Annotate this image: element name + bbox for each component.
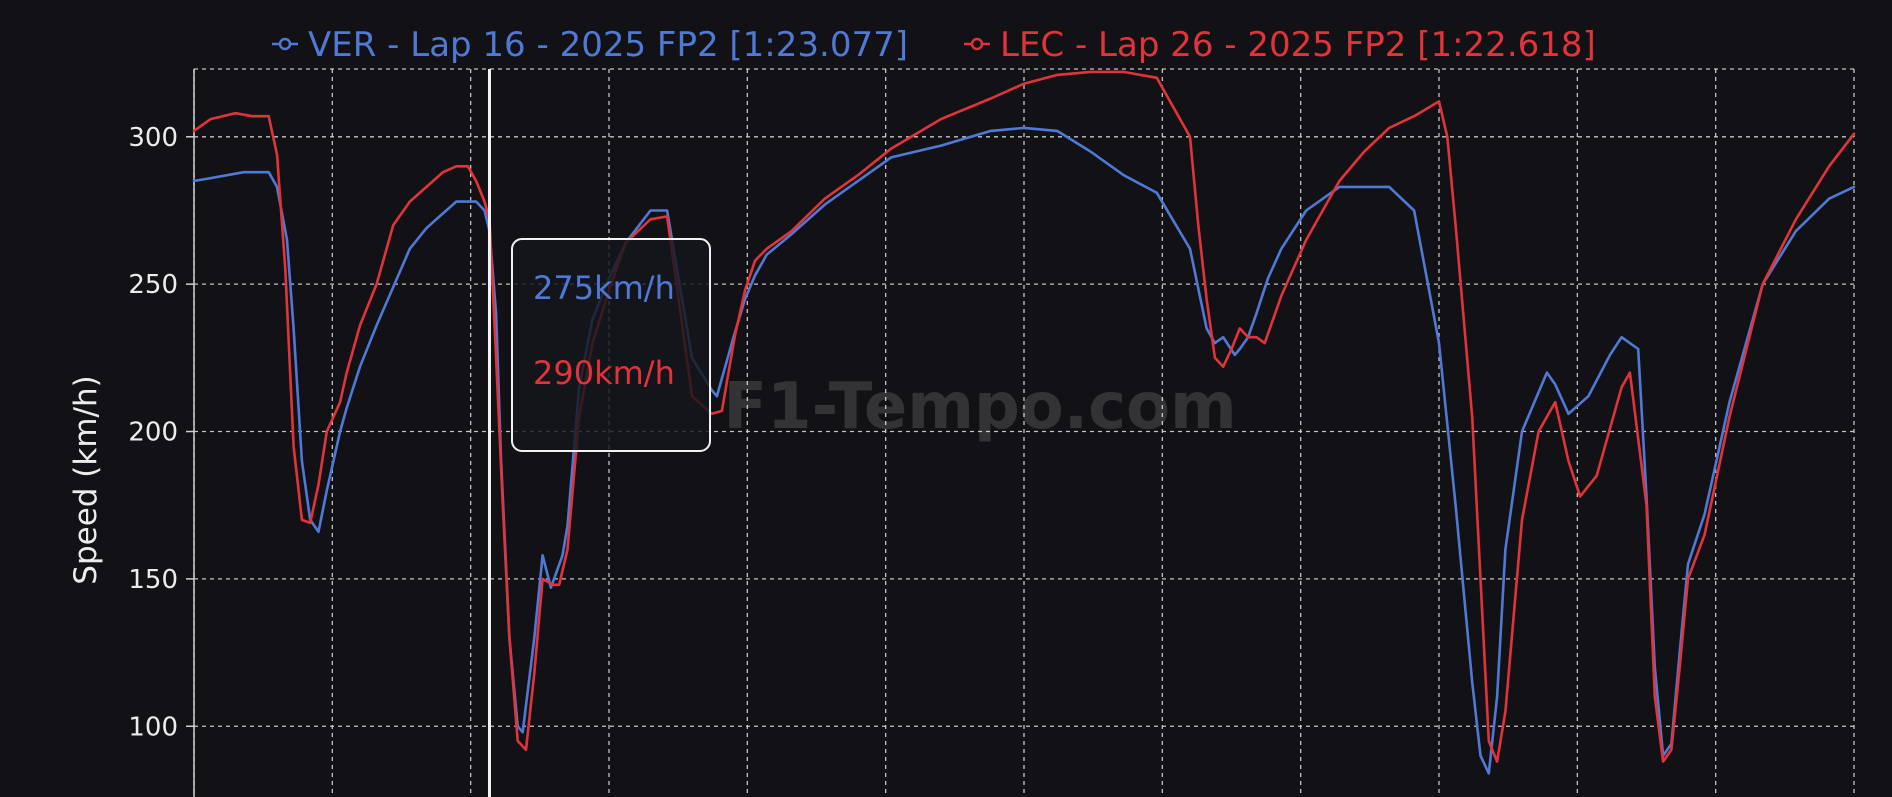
hover-tooltip: 275km/h 290km/h [511, 238, 711, 452]
y-tick-label: 150 [128, 565, 178, 595]
y-axis-label: Speed (km/h) [68, 375, 104, 584]
legend-item-ver[interactable]: VER - Lap 16 - 2025 FP2 [1:23.077] [272, 25, 908, 65]
legend-label: LEC - Lap 26 - 2025 FP2 [1:22.618] [1000, 25, 1596, 65]
y-tick-label: 100 [128, 712, 178, 742]
legend-item-lec[interactable]: LEC - Lap 26 - 2025 FP2 [1:22.618] [964, 25, 1596, 65]
tooltip-box [511, 238, 711, 452]
y-axis: 100 150 200 250 300 [128, 69, 195, 797]
legend-marker-icon [278, 37, 292, 51]
series-lines [192, 70, 1856, 775]
series-line-ver [192, 126, 1856, 775]
tooltip-value-lec: 290km/h [533, 354, 675, 392]
y-tick-label: 200 [128, 418, 178, 448]
legend-marker-icon [970, 37, 984, 51]
legend[interactable]: VER - Lap 16 - 2025 FP2 [1:23.077] LEC - … [272, 25, 1596, 65]
y-tick-label: 300 [128, 123, 178, 153]
watermark: F1-Tempo.com [723, 370, 1236, 444]
legend-label: VER - Lap 16 - 2025 FP2 [1:23.077] [308, 25, 908, 65]
y-tick-label: 250 [128, 270, 178, 300]
series-line-lec [192, 70, 1856, 763]
tooltip-value-ver: 275km/h [533, 269, 675, 307]
